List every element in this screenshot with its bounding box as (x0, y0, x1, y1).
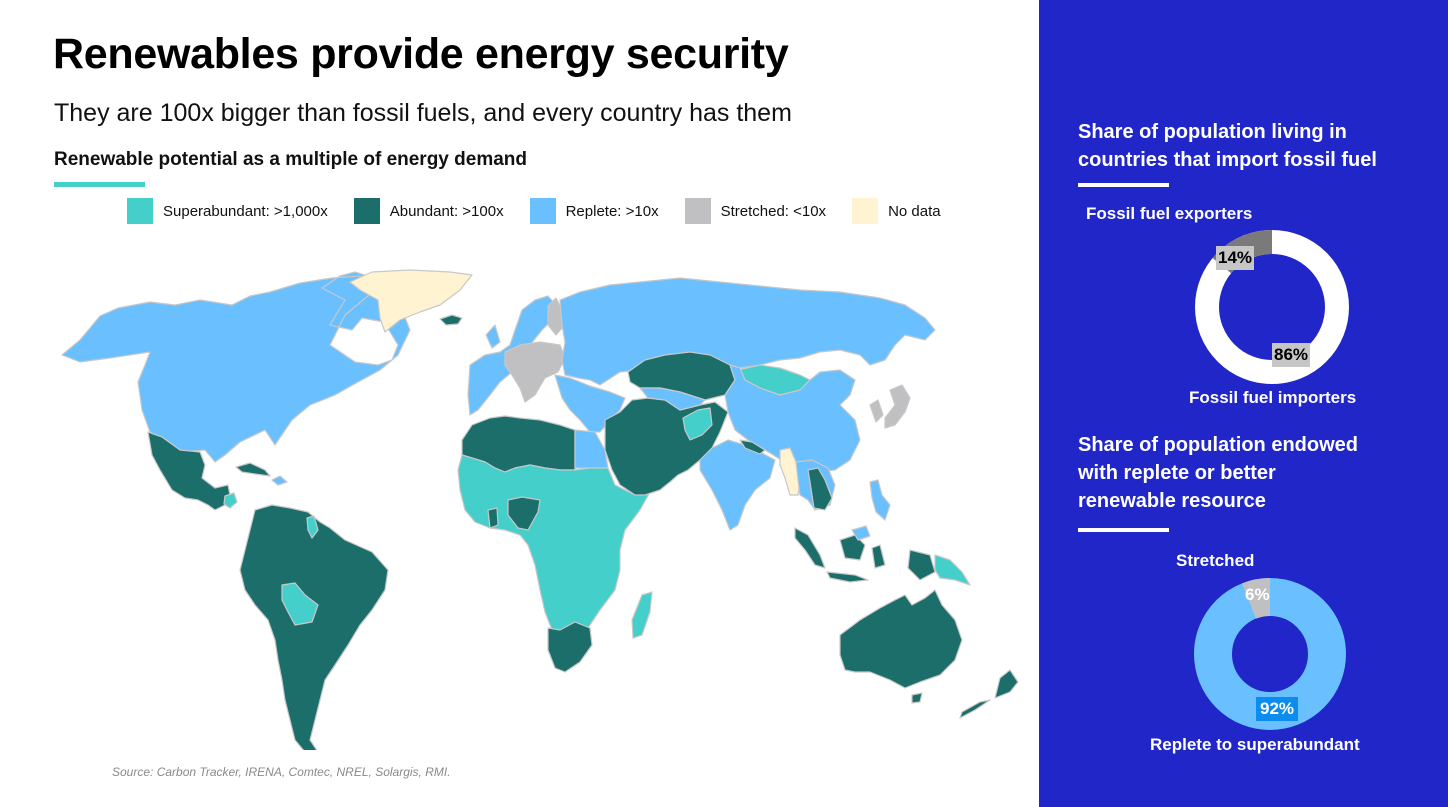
region-central-europe (504, 341, 566, 403)
legend-swatch-superabundant (127, 198, 153, 224)
legend-label: Replete: >10x (565, 202, 659, 220)
region-myanmar (779, 447, 801, 496)
legend-swatch-abundant (353, 198, 380, 224)
region-laos-cambodia (807, 467, 833, 511)
region-afghanistan (682, 407, 713, 441)
chart1-top-label: Fossil fuel exporters (1086, 204, 1253, 223)
chart1-bottom-label: Fossil fuel importers (1189, 388, 1357, 407)
region-bolivia (281, 582, 319, 626)
legend-swatch-no-data (852, 198, 879, 224)
page-title: Renewables provide energy security (53, 30, 789, 78)
region-nicaragua (223, 492, 238, 509)
stats-panel: Share of population living in countries … (1039, 0, 1448, 807)
map-title: Renewable potential as a multiple of ene… (54, 149, 527, 170)
legend-item-abundant: Abundant: >100x (353, 198, 504, 224)
chart2-bottom-label: Replete to superabundant (1150, 735, 1360, 754)
world-map (61, 269, 1019, 750)
chart1-title-line2: countries that import fossil fuel (1078, 149, 1377, 171)
region-tasmania (911, 692, 923, 704)
chart2-small-pct: 6% (1245, 585, 1270, 604)
map-section: Renewables provide energy security They … (53, 30, 1019, 779)
region-nepal (739, 439, 766, 455)
chart2-title-line3: renewable resource (1078, 490, 1266, 512)
legend-item-stretched: Stretched: <10x (684, 198, 827, 224)
chart1-title-rule (1078, 183, 1169, 187)
region-sub-saharan-africa (457, 454, 651, 641)
region-north-america (61, 271, 411, 463)
legend-item-replete: Replete: >10x (529, 198, 659, 224)
legend-item-superabundant: Superabundant: >1,000x (127, 198, 328, 224)
chart2-title-line1: Share of population endowed (1078, 434, 1358, 456)
legend-item-no-data: No data (852, 198, 941, 224)
legend-swatch-replete (529, 198, 556, 224)
chart1-small-pct: 14% (1216, 246, 1255, 270)
region-guyana (306, 515, 319, 539)
region-philippines (869, 479, 891, 521)
chart2-title: Share of population endowed with replete… (1078, 431, 1358, 515)
region-cuba (235, 462, 271, 477)
legend-label: Stretched: <10x (720, 202, 827, 220)
chart1-large-pct: 86% (1272, 343, 1311, 367)
region-greenland (349, 269, 473, 333)
region-papua-new-guinea (934, 554, 971, 586)
chart2-title-rule (1078, 528, 1169, 532)
donut-segment-stretched (1194, 578, 1346, 730)
region-china (724, 364, 861, 473)
legend-label: Abundant: >100x (389, 202, 504, 220)
chart2-large-pct: 92% (1256, 697, 1299, 721)
region-malaysia (851, 525, 871, 541)
region-egypt (574, 429, 609, 469)
region-india (699, 439, 776, 531)
region-uk (485, 324, 501, 349)
source-note: Source: Carbon Tracker, IRENA, Comtec, N… (112, 765, 451, 779)
fossil-fuel-donut-chart (1195, 230, 1349, 384)
region-japan-korea (869, 384, 911, 429)
region-south-africa (547, 621, 593, 673)
donut-segment-exporters (1195, 230, 1349, 384)
region-madagascar (631, 591, 653, 639)
region-central-asia (639, 387, 706, 411)
region-new-zealand (959, 669, 1019, 719)
region-south-america (239, 504, 389, 750)
title-accent-rule (54, 182, 145, 187)
region-indonesia (794, 527, 936, 583)
region-ghana (487, 507, 499, 529)
region-dominican-republic (271, 475, 288, 486)
page-subtitle: They are 100x bigger than fossil fuels, … (54, 99, 792, 127)
region-australia (839, 589, 963, 689)
legend-swatch-stretched (684, 198, 711, 224)
chart2-title-line2: with replete or better (1078, 462, 1276, 484)
chart1-title: Share of population living in countries … (1078, 118, 1377, 174)
chart2-top-label: Stretched (1176, 551, 1255, 570)
region-nigeria (507, 496, 541, 531)
chart1-title-line1: Share of population living in (1078, 121, 1347, 143)
map-legend: Superabundant: >1,000x Abundant: >100x R… (127, 197, 967, 225)
legend-label: Superabundant: >1,000x (163, 202, 328, 220)
region-iceland (439, 314, 463, 326)
legend-label: No data (888, 202, 941, 220)
